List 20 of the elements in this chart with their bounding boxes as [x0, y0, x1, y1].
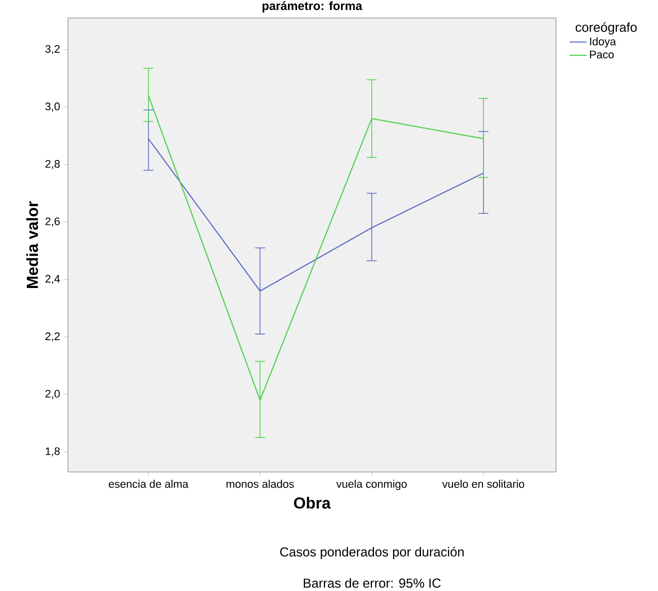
text: Barras de error: 95% IC: [304, 578, 441, 588]
legend-label: Idoya: [590, 37, 616, 48]
y-tick-label: 2,4: [45, 274, 60, 284]
legend-title: coreógrafo: [576, 22, 637, 34]
y-tick-label: 2,0: [45, 390, 60, 399]
x-tick-label: esencia de alma: [108, 480, 188, 488]
y-tick-label: 1,8: [46, 447, 60, 456]
x-tick-label: vuelo en solitario: [442, 480, 524, 488]
x-axis-title: Obra: [294, 496, 331, 509]
x-tick-label: vuela conmigo: [336, 480, 407, 490]
x-tick-label: monos alados: [226, 480, 294, 488]
y-tick-label: 3,0: [45, 102, 60, 112]
legend-label: Paco: [590, 50, 614, 58]
y-tick-label: 2,6: [45, 217, 60, 227]
y-tick-label: 2,8: [45, 160, 60, 170]
text: Casos ponderados por duración: [280, 546, 464, 560]
y-tick-label: 2,2: [45, 332, 60, 342]
chart-title: parámetro: forma: [262, 1, 362, 12]
y-tick-label: 3,2: [45, 45, 60, 54]
y-axis-title: Media valor: [26, 201, 38, 288]
